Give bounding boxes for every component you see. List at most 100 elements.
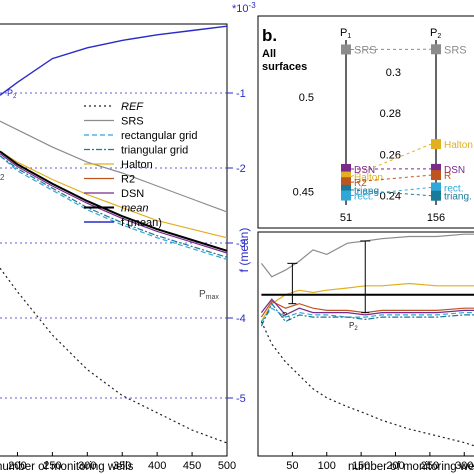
panel-b-tick-0.28: 0.28	[380, 108, 401, 120]
panel-b-marker-156-r	[431, 170, 441, 181]
left-secondary-tick-label-2: -3	[236, 238, 246, 250]
panel-b-frame	[257, 15, 474, 229]
br-x-tick-label-300: 300	[455, 460, 473, 472]
panel-b-point-name-51-r2: R2	[354, 178, 367, 189]
panel-b-point-label-p2: P2	[430, 27, 441, 40]
panel-b-tick-0.26: 0.26	[380, 149, 401, 161]
legend-label-triangular-grid: triangular grid	[121, 145, 188, 157]
left-x-tick-label-250: 250	[43, 460, 61, 472]
panel-b-marker-51-rect	[341, 190, 351, 201]
panel-b-point-name-51-halton: Halton	[354, 173, 383, 184]
left-x-tick-label-500: 500	[218, 460, 236, 472]
left-x-tick-label-200: 200	[8, 460, 26, 472]
left-series-group	[0, 25, 228, 444]
panel-b-point-name-51-srs: SRS	[354, 44, 377, 56]
left-x-ticks: 200 250 300 350 400 450 500	[8, 452, 236, 472]
left-series-triangular-grid	[0, 155, 228, 258]
panel-b-label: b.	[262, 26, 277, 45]
left-series-srs	[0, 120, 228, 213]
bottom-right-plot-frame	[257, 231, 474, 457]
left-x-tick-label-400: 400	[148, 460, 166, 472]
panel-b-tick-0.24: 0.24	[380, 191, 401, 203]
panel-b-marker-156-srs	[431, 44, 441, 55]
br-x-tick-label-250: 250	[421, 460, 439, 472]
panel-b-point-name-156-halton: Halton	[444, 140, 473, 151]
panel-b-marker-51-halton	[341, 171, 351, 182]
panel-b-point-name-51-triang: triang.	[354, 186, 382, 197]
annotation-p1: P1	[282, 311, 291, 322]
panel-b-point-name-51-dsn: DSN	[354, 165, 375, 176]
br-x-tick-label-200: 200	[386, 460, 404, 472]
left-series-ref	[0, 267, 228, 444]
secondary-axis-unit-label: *10-3	[232, 1, 256, 15]
panel-b-point-name-156-dsn: DSN	[444, 165, 465, 176]
br-x-tick-label-100: 100	[318, 460, 336, 472]
br-series-dsn	[260, 298, 474, 316]
legend-label-mean: mean	[121, 203, 149, 215]
panel-b-point-name-156-srs: SRS	[444, 44, 467, 56]
legend-label-dsn: DSN	[121, 188, 144, 200]
left-plot-frame	[0, 23, 228, 457]
br-series-halton	[260, 282, 474, 322]
panel-b-tick-0.45: 0.45	[293, 187, 314, 199]
br-x-tick-label-50: 50	[286, 460, 298, 472]
legend-label-rectangular-grid: rectangular grid	[121, 130, 197, 142]
left-secondary-tick-label-0: -1	[236, 88, 246, 100]
annotation-p2-left: 2	[0, 173, 5, 182]
legend-label-srs: SRS	[121, 116, 144, 128]
panel-b-point-name-156-triang: triang.	[444, 192, 472, 203]
annotation-pmax: Pmax	[199, 289, 219, 301]
panel-b-subtitle-line1: All	[262, 48, 276, 60]
left-series-f-mean	[0, 25, 228, 96]
left-secondary-tick-label-3: -4	[236, 313, 246, 325]
left-legend: REF SRS rectangular grid triangular grid Hal…	[84, 101, 197, 229]
panel-b-tick-0.5: 0.5	[299, 92, 314, 104]
panel-b-content: 0.50.4551P1SRSDSNHaltonR2triang.rect.0.3…	[293, 27, 473, 224]
panel-b-x-label-156: 156	[427, 212, 445, 224]
legend-label-halton: Halton	[121, 159, 153, 171]
left-secondary-tick-label-1: -2	[236, 163, 246, 175]
br-series-triangular-grid	[260, 302, 474, 327]
left-secondary-tick-label-4: -5	[236, 393, 246, 405]
panel-b-marker-51-triang	[341, 184, 351, 195]
panel-b-point-name-156-r: R	[444, 171, 451, 182]
left-series-dsn	[0, 153, 228, 254]
left-chart-panel: *10-3 200 250 300 350 400 450 500 -1 -2 -3 -4 -5 n…	[0, 1, 256, 473]
panel-b-marker-156-triang	[431, 190, 441, 201]
panel-b-tick-0.3: 0.3	[386, 67, 401, 79]
panel-b-connector-rect	[350, 186, 432, 197]
panel-b-point-label-p1: P1	[340, 27, 351, 40]
panel-b-marker-51-srs	[341, 44, 351, 55]
br-x-tick-label-150: 150	[352, 460, 370, 472]
left-series-mean	[0, 150, 228, 252]
panel-b-connector-r2	[350, 174, 432, 183]
left-x-tick-label-350: 350	[113, 460, 131, 472]
panel-b-marker-51-r2	[341, 177, 351, 188]
left-series-rectangular-grid	[0, 155, 228, 260]
annotation-p2-top: P2	[7, 88, 17, 100]
panel-b-marker-51-dsn	[341, 163, 351, 174]
left-x-axis-label: number of monitoring wells	[0, 461, 134, 473]
legend-label-f-mean: f (mean)	[121, 217, 162, 229]
left-secondary-y-ticks: -1 -2 -3 -4 -5	[0, 88, 246, 405]
left-series-halton	[0, 150, 228, 239]
panel-b-connector-halton	[350, 143, 432, 178]
legend-label-r2: R2	[121, 174, 135, 186]
left-series-r2	[0, 150, 228, 252]
panel-b-marker-156-rect	[431, 182, 441, 193]
br-series-srs	[260, 233, 474, 278]
panel-b: b. All surfaces 0.50.4551P1SRSDSNHaltonR…	[257, 15, 474, 229]
bottom-right-series-group	[260, 233, 474, 447]
br-series-ref	[260, 321, 474, 447]
panel-b-marker-156-dsn	[431, 163, 441, 174]
left-x-tick-label-450: 450	[183, 460, 201, 472]
bottom-right-chart-panel: 50 100 150 200 250 300 number of monitoring w…	[257, 231, 474, 473]
bottom-right-x-ticks: 50 100 150 200 250 300	[286, 452, 473, 472]
panel-b-point-name-156-rect: rect.	[444, 183, 463, 194]
panel-b-x-label-51: 51	[340, 212, 352, 224]
panel-b-connector-triang	[350, 189, 432, 197]
panel-b-point-name-51-rect: rect.	[354, 192, 373, 203]
panel-b-marker-156-halton	[431, 139, 441, 150]
bottom-right-x-axis-label: number of monitoring wells	[348, 461, 474, 473]
